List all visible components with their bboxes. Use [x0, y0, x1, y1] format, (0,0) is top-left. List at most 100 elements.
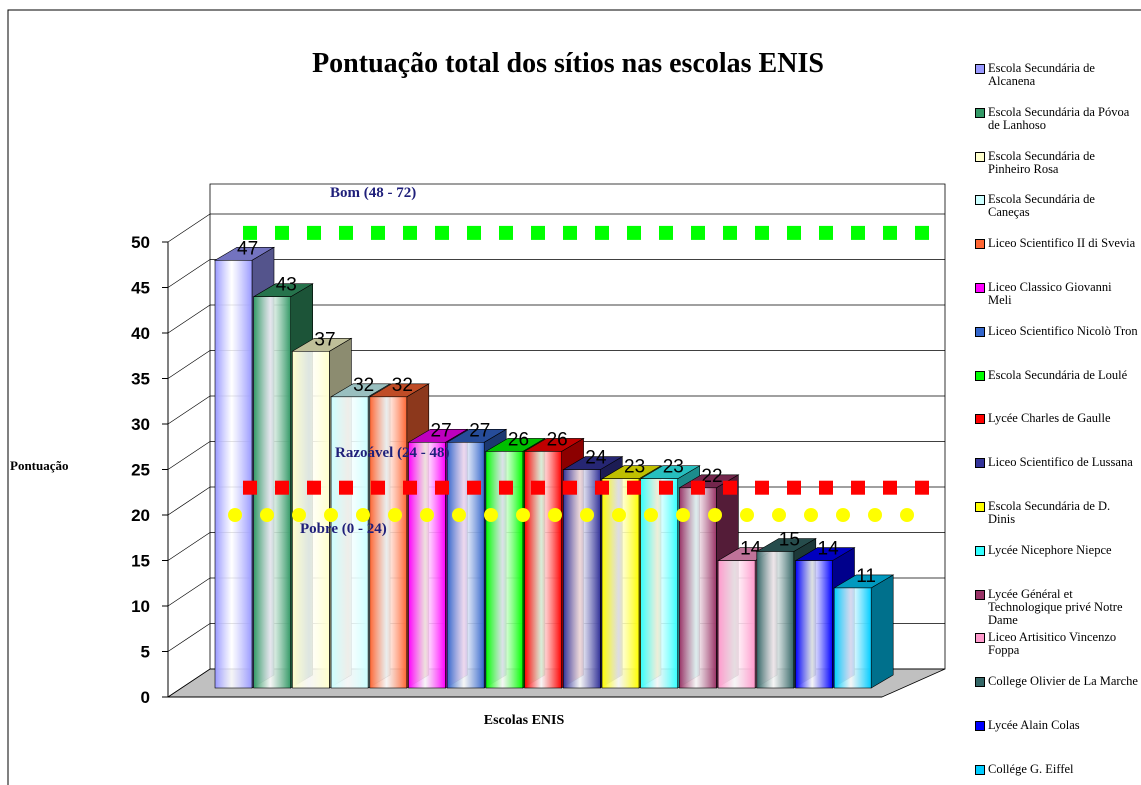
reference-marker: [228, 508, 242, 522]
reference-marker: [388, 508, 402, 522]
reference-marker: [531, 480, 545, 495]
grid-line: [167, 259, 211, 288]
bar: [446, 441, 485, 689]
legend-item: Lycée Général et Technologique privé Not…: [975, 587, 1138, 627]
y-tick-label: 40: [131, 324, 150, 343]
legend-item: Escola Secundária de Loulé: [975, 367, 1138, 382]
legend-swatch: [975, 414, 985, 425]
legend-label: Escola Secundária de Pinheiro Rosa: [988, 148, 1095, 176]
annotation: Pobre (0 - 24): [300, 521, 387, 537]
grid-line: [167, 577, 211, 607]
legend-label: Collége G. Eiffel: [988, 761, 1074, 776]
reference-marker: [595, 225, 609, 240]
legend-swatch: [975, 721, 985, 731]
bar: [369, 396, 408, 689]
annotation: Razoável (24 - 48): [335, 445, 450, 461]
reference-marker: [371, 480, 385, 495]
y-tick-label: 35: [131, 370, 150, 389]
legend-swatch: [975, 633, 985, 644]
bar: [833, 587, 872, 689]
bar: [795, 560, 833, 689]
data-label: 22: [701, 466, 722, 487]
legend-swatch: [975, 107, 985, 118]
reference-marker: [723, 480, 737, 495]
data-label: 43: [276, 275, 297, 296]
reference-marker: [403, 225, 417, 240]
reference-marker: [915, 225, 929, 240]
bar: [756, 551, 795, 689]
y-tick-label: 0: [141, 688, 150, 707]
reference-marker: [435, 225, 449, 240]
legend-item: Liceo Scientifico II di Svevia: [975, 237, 1138, 250]
reference-marker: [804, 508, 818, 522]
reference-marker: [548, 508, 562, 522]
reference-marker: [403, 480, 417, 495]
data-label: 26: [508, 429, 529, 450]
reference-marker: [531, 225, 545, 240]
legend-label: Escola Secundária de Caneças: [988, 192, 1095, 220]
legend-label: Lycée Nicephore Niepce: [988, 542, 1112, 557]
legend-swatch: [975, 239, 985, 250]
data-label: 15: [779, 530, 800, 551]
reference-marker: [292, 508, 306, 522]
reference-marker: [260, 508, 274, 522]
reference-marker: [275, 225, 289, 240]
reference-marker: [243, 225, 257, 240]
legend-label: Liceo Artisitico Vincenzo Foppa: [988, 630, 1117, 658]
bar: [214, 259, 253, 689]
annotation: Bom (48 - 72): [330, 185, 416, 201]
grid-line: [167, 395, 211, 425]
reference-marker: [435, 480, 449, 495]
reference-marker: [371, 225, 385, 240]
legend-item: Liceo Scientifico Nicolò Tron: [975, 324, 1138, 338]
legend-label: College Olivier de La Marche: [988, 674, 1138, 689]
y-tick-label: 15: [131, 552, 150, 571]
legend-swatch: [975, 677, 985, 688]
reference-marker: [659, 480, 673, 495]
reference-marker: [595, 480, 609, 495]
legend-label: Lycée Alain Colas: [988, 718, 1080, 732]
legend-swatch: [975, 195, 985, 206]
legend-swatch: [975, 370, 985, 381]
reference-marker: [691, 225, 705, 240]
reference-marker: [883, 480, 897, 495]
frame: [7, 9, 1141, 785]
grid-line: [167, 213, 211, 243]
reference-marker: [420, 508, 434, 522]
reference-marker: [499, 480, 513, 495]
legend-swatch: [975, 64, 985, 74]
reference-marker: [563, 225, 577, 240]
y-tick-label: 10: [131, 597, 150, 616]
grid-line: [167, 532, 211, 561]
legend-item: Lycée Charles de Gaulle: [975, 411, 1138, 426]
reference-marker: [563, 480, 577, 495]
reference-marker: [516, 508, 530, 522]
reference-marker: [307, 225, 321, 240]
legend-item: Lycée Nicephore Niepce: [975, 542, 1138, 557]
reference-marker: [868, 508, 882, 522]
reference-marker: [708, 508, 722, 522]
legend-item: Escola Secundária de Caneças: [975, 192, 1138, 220]
reference-marker: [772, 508, 786, 522]
reference-marker: [851, 480, 865, 495]
reference-marker: [659, 225, 673, 240]
grid-line: [167, 668, 211, 698]
legend-label: Liceo Scientifico de Lussana: [988, 455, 1133, 470]
reference-marker: [740, 508, 754, 522]
reference-marker: [723, 225, 737, 240]
legend-label: Escola Secundária de Loulé: [988, 367, 1128, 382]
reference-marker: [339, 480, 353, 495]
legend-label: Escola Secundária de Alcanena: [988, 61, 1095, 88]
legend-label: Lycée Charles de Gaulle: [988, 411, 1111, 426]
data-label: 24: [585, 448, 607, 469]
data-label: 14: [740, 539, 762, 560]
reference-marker: [275, 480, 289, 495]
reference-marker: [676, 508, 690, 522]
legend-item: College Olivier de La Marche: [975, 674, 1138, 689]
reference-marker: [324, 508, 338, 522]
grid-line: [167, 350, 211, 379]
bar: [330, 396, 369, 689]
bar: [562, 469, 601, 689]
legend-item: Liceo Scientifico de Lussana: [975, 455, 1138, 470]
